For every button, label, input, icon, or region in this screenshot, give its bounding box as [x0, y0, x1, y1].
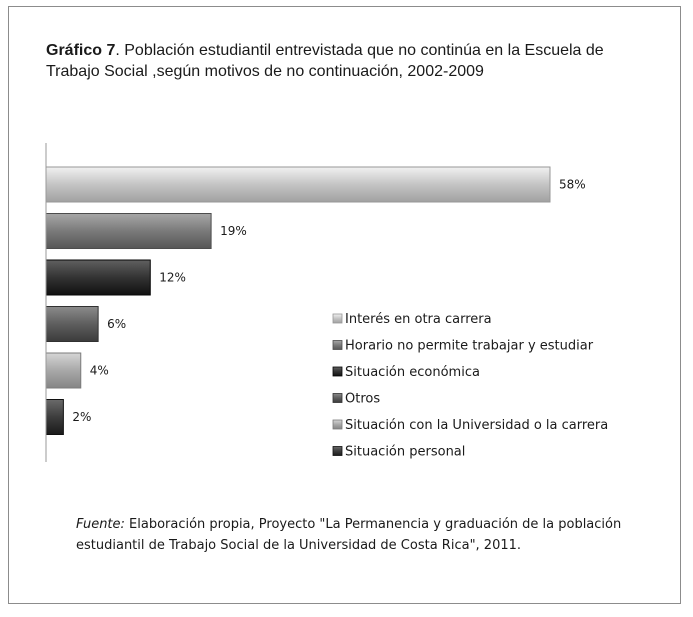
- legend-label-4: Situación con la Universidad o la carrer…: [345, 418, 608, 433]
- data-label-5: 2%: [72, 410, 91, 424]
- legend-label-3: Otros: [345, 392, 380, 407]
- bar-0: [45, 166, 551, 203]
- legend-swatch-5: [332, 446, 343, 456]
- legend-swatch-4: [332, 419, 343, 430]
- bar-4: [45, 352, 82, 389]
- bar-5: [45, 399, 64, 435]
- legend-label-0: Interés en otra carrera: [345, 312, 492, 327]
- bar-3: [45, 306, 99, 342]
- legend-label-5: Situación personal: [345, 445, 465, 460]
- data-label-1: 19%: [220, 224, 247, 238]
- legend-swatch-1: [332, 340, 343, 350]
- legend-swatch-2: [332, 366, 343, 377]
- source-label: Fuente:: [76, 517, 125, 532]
- legend-swatch-0: [332, 313, 343, 324]
- legend-label-2: Situación económica: [345, 365, 480, 380]
- chart-title-text: . Población estudiantil entrevistada que…: [46, 42, 604, 80]
- bar-1: [45, 213, 212, 249]
- source-text: Elaboración propia, Proyecto "La Permane…: [76, 517, 622, 553]
- legend-swatch-3: [332, 393, 343, 403]
- data-label-3: 6%: [107, 317, 126, 331]
- chart-title-label: Gráfico 7: [46, 42, 116, 59]
- data-label-0: 58%: [559, 178, 586, 192]
- chart-frame: Gráfico 7. Población estudiantil entrevi…: [8, 6, 681, 604]
- data-label-4: 4%: [90, 364, 109, 378]
- data-label-2: 12%: [159, 271, 186, 285]
- legend-label-1: Horario no permite trabajar y estudiar: [345, 339, 594, 354]
- bar-2: [45, 259, 151, 296]
- chart-title: Gráfico 7. Población estudiantil entrevi…: [46, 40, 646, 82]
- source-note: Fuente: Elaboración propia, Proyecto "La…: [76, 514, 646, 556]
